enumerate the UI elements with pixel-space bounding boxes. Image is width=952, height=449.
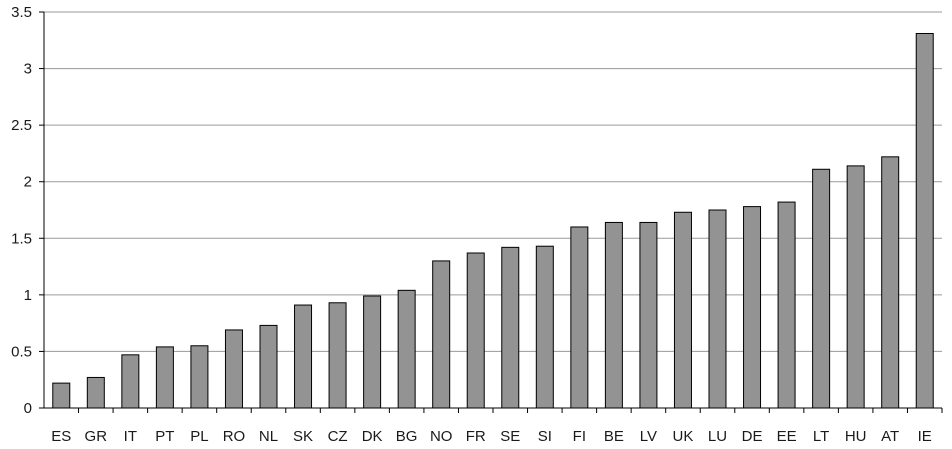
x-tick-label-at: AT: [881, 428, 899, 445]
x-tick-label-gr: GR: [85, 428, 108, 445]
bar-lu: [708, 209, 727, 409]
bar-at: [881, 156, 900, 409]
x-tick-label-ee: EE: [777, 428, 797, 445]
x-tick-label-es: ES: [51, 428, 71, 445]
x-tick-label-ro: RO: [223, 428, 246, 445]
x-tick-label-sk: SK: [293, 428, 313, 445]
x-tick-label-no: NO: [430, 428, 453, 445]
y-tick-label: 3.5: [11, 4, 32, 21]
y-tick-label: 0: [24, 400, 32, 417]
x-tick-label-nl: NL: [259, 428, 278, 445]
x-tick-label-de: DE: [742, 428, 763, 445]
y-tick-label: 0.5: [11, 343, 32, 360]
x-tick-label-fi: FI: [573, 428, 586, 445]
x-tick-label-dk: DK: [362, 428, 383, 445]
y-tick-label: 2.5: [11, 117, 32, 134]
bar-es: [52, 382, 71, 409]
y-tick-label: 1: [24, 287, 32, 304]
bar-be: [604, 221, 623, 409]
x-tick-label-bg: BG: [396, 428, 418, 445]
bar-gr: [86, 376, 105, 409]
x-tick-label-pt: PT: [155, 428, 174, 445]
x-tick-label-be: BE: [604, 428, 624, 445]
x-tick-label-lv: LV: [640, 428, 657, 445]
bar-nl: [259, 324, 278, 409]
x-tick-label-it: IT: [124, 428, 137, 445]
x-tick-labels: ES GR IT PT PL RO NL SK CZ DK BG NO FR SE SI FI BE LV UK LU…: [51, 428, 932, 445]
bar-sk: [294, 304, 313, 409]
bar-pl: [190, 345, 209, 409]
axes: [43, 12, 942, 409]
bar-ro: [224, 329, 243, 409]
bar-uk: [673, 211, 692, 409]
bar-it: [121, 354, 140, 409]
bar-pt: [155, 346, 174, 409]
bar-dk: [363, 295, 382, 409]
x-tick-label-cz: CZ: [328, 428, 348, 445]
x-tick-label-ie: IE: [918, 428, 932, 445]
x-tick-label-lt: LT: [813, 428, 829, 445]
x-tick-label-fr: FR: [466, 428, 486, 445]
x-tick-label-pl: PL: [190, 428, 208, 445]
bar-lv: [639, 221, 658, 409]
bars: [52, 32, 943, 413]
bar-no: [432, 260, 451, 409]
bar-si: [535, 245, 554, 409]
bar-cz: [328, 302, 347, 409]
bar-se: [501, 246, 520, 409]
y-tick-label: 3: [24, 61, 32, 78]
bar-ie: [915, 32, 934, 409]
bar-bg: [397, 289, 416, 409]
bar-fr: [466, 252, 485, 409]
x-tick-label-lu: LU: [708, 428, 727, 445]
bar-de: [743, 206, 762, 409]
bar-ee: [777, 201, 796, 409]
x-tick-label-se: SE: [500, 428, 520, 445]
gridlines: [39, 11, 942, 409]
x-tick-label-si: SI: [538, 428, 552, 445]
x-tick-label-hu: HU: [845, 428, 867, 445]
y-tick-label: 2: [24, 174, 32, 191]
bar-lt: [812, 168, 831, 409]
bar-fi: [570, 226, 589, 409]
x-tick-label-uk: UK: [673, 428, 694, 445]
y-tick-labels: 0 0.5 1 1.5 2 2.5 3 3.5: [11, 4, 32, 417]
y-tick-label: 1.5: [11, 230, 32, 247]
bar-hu: [846, 165, 865, 409]
